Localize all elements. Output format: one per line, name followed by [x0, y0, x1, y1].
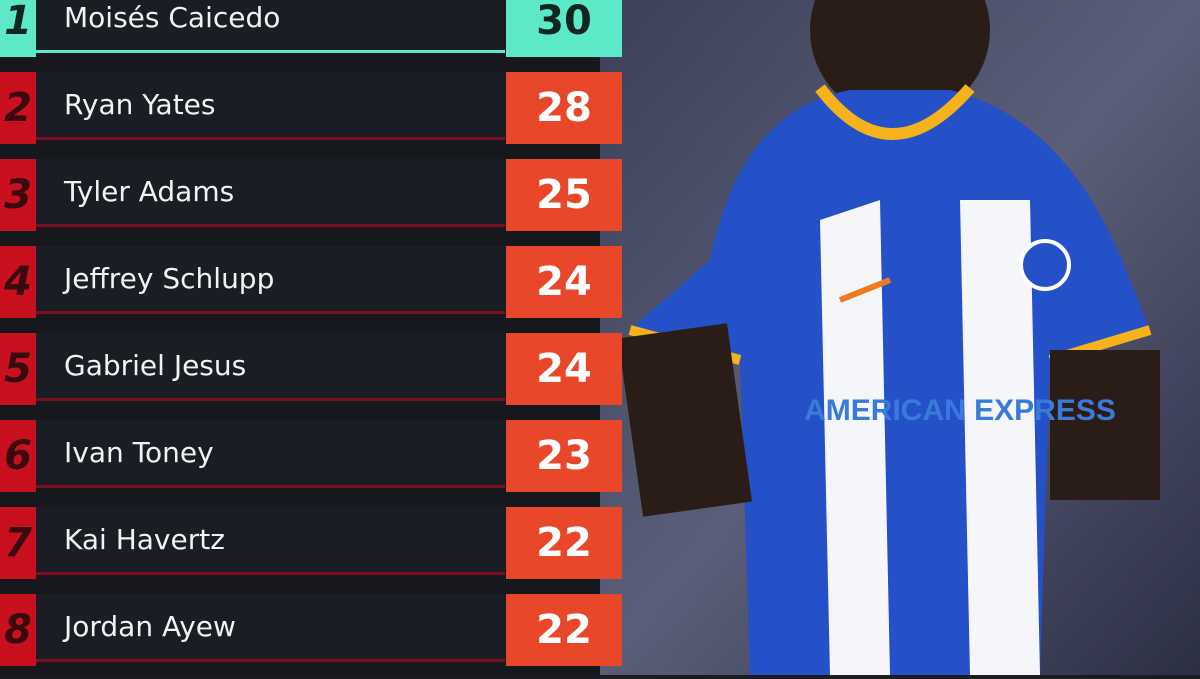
table-row: 8 Jordan Ayew 22 — [0, 594, 622, 666]
stat-value: 23 — [506, 420, 622, 492]
rank-cell: 7 — [0, 507, 36, 579]
table-row: 4 Jeffrey Schlupp 24 — [0, 246, 622, 318]
rank-cell: 4 — [0, 246, 36, 318]
rank-cell: 5 — [0, 333, 36, 405]
player-name: Kai Havertz — [36, 507, 505, 575]
stat-value: 25 — [506, 159, 622, 231]
stat-value: 22 — [506, 594, 622, 666]
rank-cell: 2 — [0, 72, 36, 144]
player-photo: AMERICAN EXPRESS — [590, 0, 1200, 675]
player-name: Tyler Adams — [36, 159, 505, 227]
rank-cell: 8 — [0, 594, 36, 666]
stat-value: 30 — [506, 0, 622, 57]
table-row: 5 Gabriel Jesus 24 — [0, 333, 622, 405]
stat-value: 28 — [506, 72, 622, 144]
rank-cell: 1 — [0, 0, 36, 57]
rank-cell: 6 — [0, 420, 36, 492]
player-name: Ivan Toney — [36, 420, 505, 488]
shirt-sponsor: AMERICAN EXPRESS — [804, 394, 1116, 427]
player-name: Moisés Caicedo — [36, 0, 505, 53]
table-row: 7 Kai Havertz 22 — [0, 507, 622, 579]
stat-value: 24 — [506, 333, 622, 405]
rank-cell: 3 — [0, 159, 36, 231]
player-name: Jeffrey Schlupp — [36, 246, 505, 314]
table-row: 6 Ivan Toney 23 — [0, 420, 622, 492]
player-name: Gabriel Jesus — [36, 333, 505, 401]
table-row: 1 Moisés Caicedo 30 — [0, 0, 622, 57]
table-row: 2 Ryan Yates 28 — [0, 72, 622, 144]
player-name: Jordan Ayew — [36, 594, 505, 662]
stat-value: 22 — [506, 507, 622, 579]
table-row: 3 Tyler Adams 25 — [0, 159, 622, 231]
player-name: Ryan Yates — [36, 72, 505, 140]
stat-value: 24 — [506, 246, 622, 318]
nike-logo-icon — [838, 277, 892, 303]
